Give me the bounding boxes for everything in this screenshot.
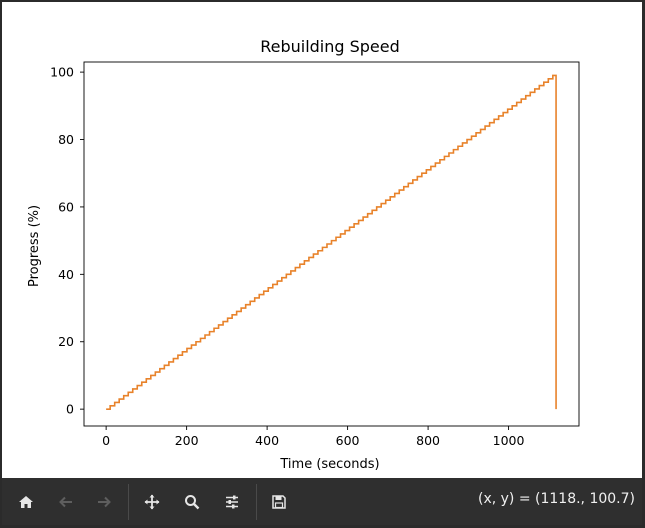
x-axis-label: Time (seconds) bbox=[279, 457, 379, 472]
home-icon bbox=[19, 496, 33, 508]
save-icon bbox=[272, 495, 286, 509]
x-tick-label: 0 bbox=[102, 433, 110, 448]
x-tick-label: 400 bbox=[255, 433, 279, 448]
y-tick-label: 20 bbox=[58, 334, 74, 349]
navigation-toolbar: (x, y) = (1118., 100.7) bbox=[2, 478, 642, 525]
toolbar-separator bbox=[256, 484, 257, 520]
chart-title: Rebuilding Speed bbox=[260, 37, 400, 56]
y-axis-label: Progress (%) bbox=[27, 205, 42, 287]
back-button[interactable] bbox=[52, 488, 80, 516]
forward-button[interactable] bbox=[90, 488, 118, 516]
x-tick-label: 600 bbox=[336, 433, 360, 448]
zoom-button[interactable] bbox=[178, 488, 206, 516]
forward-arrow-icon bbox=[98, 496, 111, 508]
y-tick-label: 60 bbox=[58, 199, 74, 214]
y-tick-label: 100 bbox=[50, 65, 74, 80]
series-line-0 bbox=[106, 74, 557, 410]
y-tick-label: 0 bbox=[66, 402, 74, 417]
x-tick-label: 800 bbox=[416, 433, 440, 448]
zoom-icon bbox=[185, 495, 200, 510]
cursor-coordinates: (x, y) = (1118., 100.7) bbox=[477, 491, 635, 507]
x-tick-label: 1000 bbox=[493, 433, 525, 448]
toolbar-separator bbox=[128, 484, 129, 520]
configure-subplots-button[interactable] bbox=[218, 488, 246, 516]
plot-frame bbox=[83, 61, 580, 427]
back-arrow-icon bbox=[59, 496, 72, 508]
chart: Rebuilding Speed 0 200 400 600 800 1000 0 20 40 6… bbox=[27, 37, 580, 472]
y-tick-label: 40 bbox=[58, 267, 74, 282]
configure-subplots-icon bbox=[226, 495, 238, 509]
pan-button[interactable] bbox=[138, 488, 166, 516]
pan-icon bbox=[144, 494, 160, 510]
home-button[interactable] bbox=[12, 488, 40, 516]
save-button[interactable] bbox=[265, 488, 293, 516]
plot-area: 0 200 400 600 800 1000 0 20 40 60 80 100 bbox=[50, 61, 580, 448]
y-tick-label: 80 bbox=[58, 132, 74, 147]
figure-canvas: Rebuilding Speed 0 200 400 600 800 1000 0 20 40 6… bbox=[2, 2, 642, 478]
x-tick-label: 200 bbox=[175, 433, 199, 448]
